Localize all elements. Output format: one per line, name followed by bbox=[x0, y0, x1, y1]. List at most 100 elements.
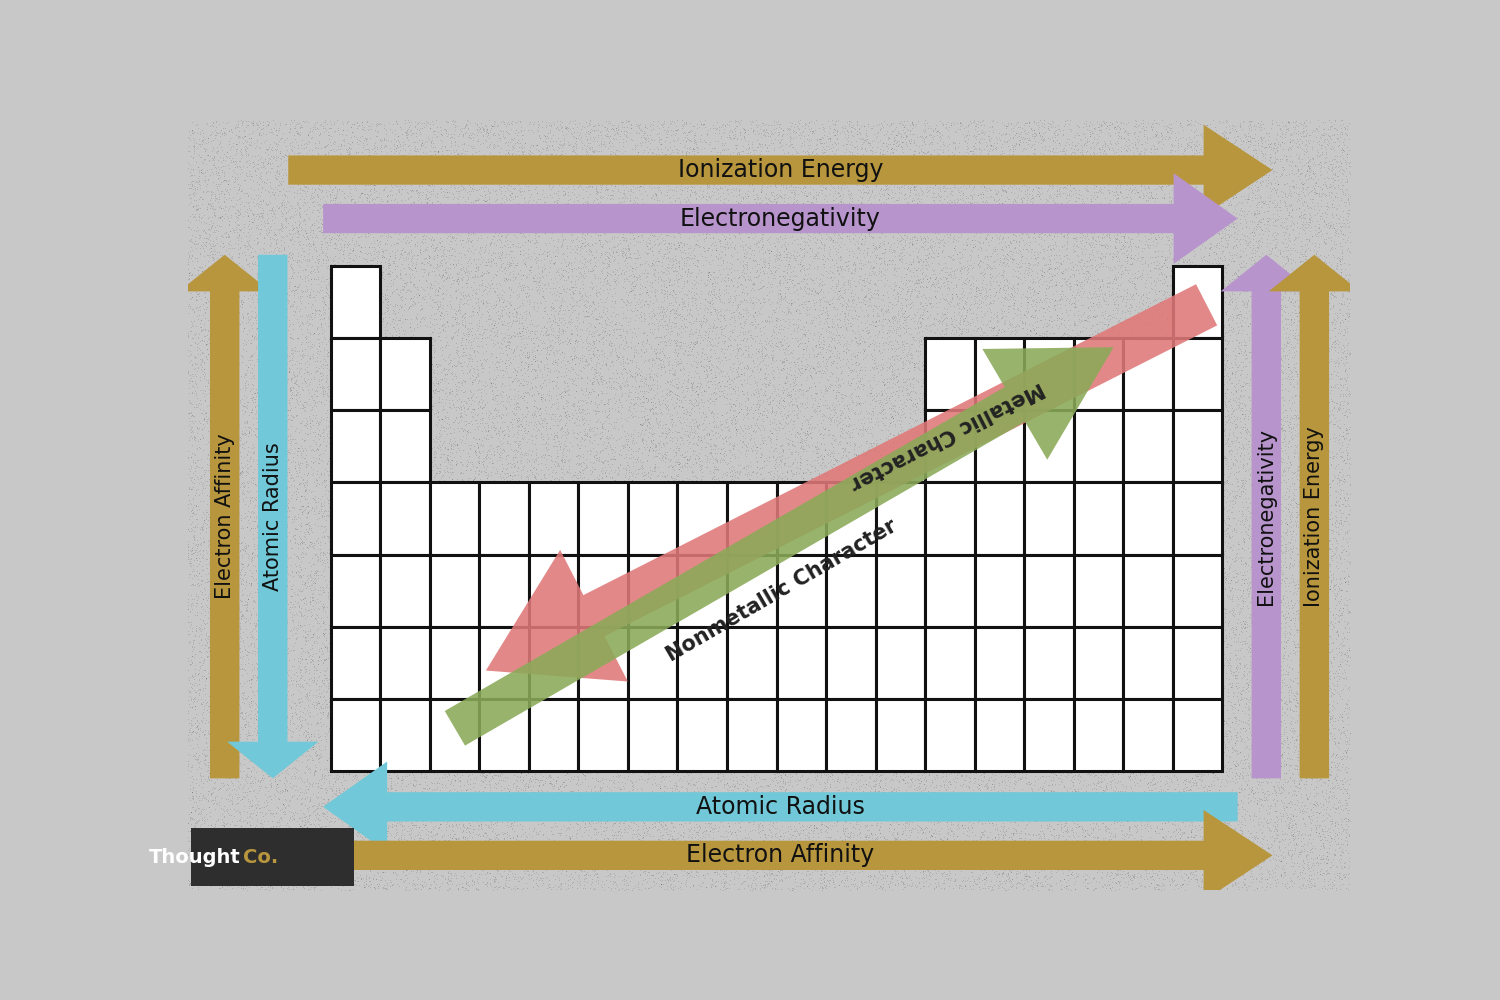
Point bbox=[1137, 308, 1161, 324]
Point bbox=[1204, 582, 1228, 598]
Point bbox=[914, 196, 938, 212]
Point bbox=[1300, 139, 1324, 155]
Point bbox=[642, 491, 666, 507]
Point bbox=[225, 217, 249, 233]
Point bbox=[962, 517, 986, 533]
Point bbox=[975, 587, 999, 603]
Point bbox=[1158, 388, 1182, 404]
Point bbox=[248, 405, 272, 421]
Point bbox=[326, 632, 350, 648]
Point bbox=[490, 299, 514, 315]
Point bbox=[856, 794, 880, 810]
Point bbox=[234, 251, 258, 267]
Point bbox=[728, 703, 752, 719]
Point bbox=[210, 614, 234, 630]
Point bbox=[1263, 145, 1287, 161]
Point bbox=[711, 238, 735, 254]
Point bbox=[1120, 592, 1144, 608]
Point bbox=[1026, 375, 1050, 391]
Point bbox=[588, 149, 612, 165]
Point bbox=[1272, 433, 1296, 449]
Point bbox=[498, 295, 522, 311]
Point bbox=[1244, 764, 1268, 780]
Point bbox=[705, 770, 729, 786]
Point bbox=[525, 671, 549, 687]
Point bbox=[627, 622, 651, 638]
Point bbox=[618, 764, 642, 780]
Point bbox=[1208, 414, 1231, 430]
Point bbox=[810, 855, 834, 871]
Point bbox=[516, 182, 540, 198]
Point bbox=[1096, 652, 1120, 668]
Point bbox=[828, 610, 852, 626]
Point bbox=[182, 222, 206, 238]
Point bbox=[454, 830, 478, 846]
Point bbox=[1146, 737, 1170, 753]
Point bbox=[1197, 876, 1221, 892]
Point bbox=[450, 520, 474, 536]
Point bbox=[920, 592, 944, 608]
Point bbox=[492, 465, 516, 481]
Point bbox=[328, 359, 352, 375]
Point bbox=[772, 249, 796, 265]
Point bbox=[1322, 379, 1346, 395]
Point bbox=[556, 569, 580, 585]
Point bbox=[933, 617, 957, 633]
Point bbox=[932, 377, 956, 393]
Point bbox=[620, 407, 644, 423]
Point bbox=[360, 252, 384, 268]
Point bbox=[842, 402, 866, 418]
Point bbox=[855, 661, 879, 677]
Point bbox=[626, 228, 650, 244]
Point bbox=[624, 554, 648, 570]
Point bbox=[550, 521, 574, 537]
Point bbox=[216, 723, 240, 739]
Point bbox=[770, 717, 794, 733]
Point bbox=[909, 333, 933, 349]
Point bbox=[600, 248, 624, 264]
Point bbox=[694, 760, 718, 776]
Point bbox=[594, 409, 618, 425]
Point bbox=[618, 772, 642, 788]
Point bbox=[921, 263, 945, 279]
Point bbox=[398, 413, 422, 429]
Point bbox=[774, 201, 798, 217]
Point bbox=[948, 444, 972, 460]
Point bbox=[246, 698, 270, 714]
Point bbox=[904, 780, 928, 796]
Point bbox=[815, 849, 839, 865]
Point bbox=[273, 633, 297, 649]
Point bbox=[859, 346, 883, 362]
Point bbox=[975, 694, 999, 710]
Point bbox=[990, 819, 1014, 835]
Point bbox=[684, 764, 708, 780]
Point bbox=[952, 699, 976, 715]
Point bbox=[606, 661, 630, 677]
Point bbox=[564, 822, 588, 838]
Point bbox=[1182, 644, 1206, 660]
Point bbox=[1114, 126, 1138, 142]
Point bbox=[1292, 187, 1316, 203]
Point bbox=[836, 679, 860, 695]
Point bbox=[530, 547, 554, 563]
Point bbox=[1226, 796, 1250, 812]
Point bbox=[1330, 496, 1354, 512]
Point bbox=[850, 875, 874, 891]
Point bbox=[1113, 671, 1137, 687]
Point bbox=[392, 231, 416, 247]
Point bbox=[1176, 602, 1200, 618]
Point bbox=[1215, 239, 1239, 255]
Point bbox=[987, 598, 1011, 614]
Point bbox=[1192, 693, 1216, 709]
Point bbox=[962, 322, 986, 338]
Point bbox=[940, 114, 964, 130]
Point bbox=[380, 510, 404, 526]
Point bbox=[552, 349, 576, 365]
Point bbox=[1258, 277, 1282, 293]
Point bbox=[666, 225, 690, 241]
Point bbox=[344, 854, 368, 870]
Point bbox=[286, 248, 310, 264]
Point bbox=[1100, 474, 1124, 490]
Point bbox=[812, 242, 836, 258]
Point bbox=[396, 159, 420, 175]
